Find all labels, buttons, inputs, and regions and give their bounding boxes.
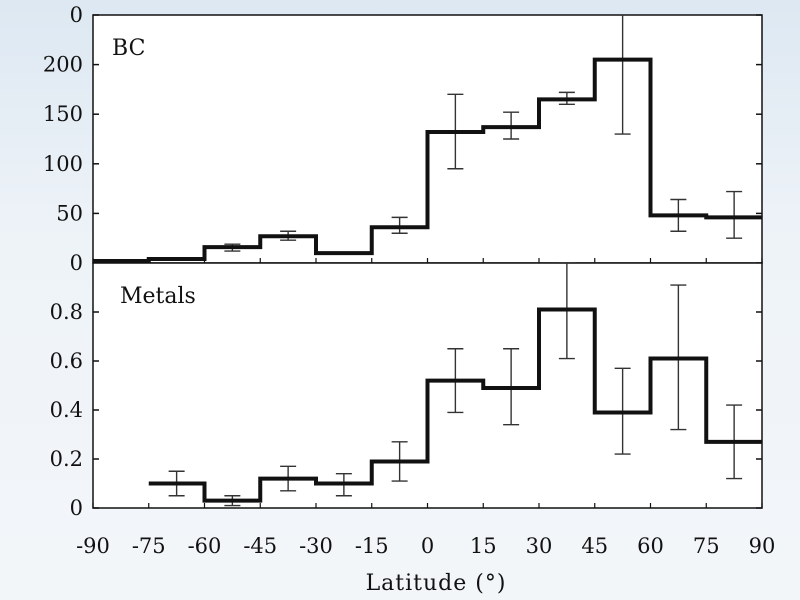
panel-label-bc: BC xyxy=(112,36,145,61)
x-axis-title: Latitude (°) xyxy=(366,571,507,596)
x-tick-label: -75 xyxy=(132,534,166,558)
panel-bc: 0 50 100 150 200 0 BC xyxy=(43,3,763,275)
error-bar xyxy=(726,190,743,239)
y-tick-label: 0 xyxy=(70,251,83,275)
y-tick-label: 0.4 xyxy=(50,398,83,422)
panel-label-metals: Metals xyxy=(120,284,196,309)
x-tick-label: 0 xyxy=(421,534,434,558)
y-tick-label: 50 xyxy=(56,201,83,225)
x-tick-label: -15 xyxy=(355,534,389,558)
x-tick-label: -30 xyxy=(299,534,333,558)
y-tick-label: 0.2 xyxy=(50,447,83,471)
y-tick-label: 150 xyxy=(43,102,83,126)
bc-step-line xyxy=(93,57,762,264)
x-tick-label: 45 xyxy=(581,534,608,558)
y-tick-label: 100 xyxy=(43,152,83,176)
x-tick-label: 75 xyxy=(693,534,720,558)
x-tick-label: 30 xyxy=(526,534,553,558)
y-tick-label: 0 xyxy=(70,496,83,520)
panel-metals: 0 0.2 0.4 0.6 0.8 Metals xyxy=(50,262,763,520)
x-tick-label: -45 xyxy=(243,534,277,558)
x-tick-label: -60 xyxy=(188,534,222,558)
x-tick-label: 15 xyxy=(470,534,497,558)
metals-step-line xyxy=(148,307,762,503)
x-tick-label: 60 xyxy=(637,534,664,558)
error-bar xyxy=(614,15,631,135)
y-tick-label: 200 xyxy=(43,53,83,77)
x-tick-label: -90 xyxy=(76,534,110,558)
x-tick-label: 90 xyxy=(749,534,776,558)
y-tick-label: 0.8 xyxy=(50,300,83,324)
y-tick-label: 0.6 xyxy=(50,349,83,373)
y-tick-label: 0 xyxy=(70,3,83,27)
